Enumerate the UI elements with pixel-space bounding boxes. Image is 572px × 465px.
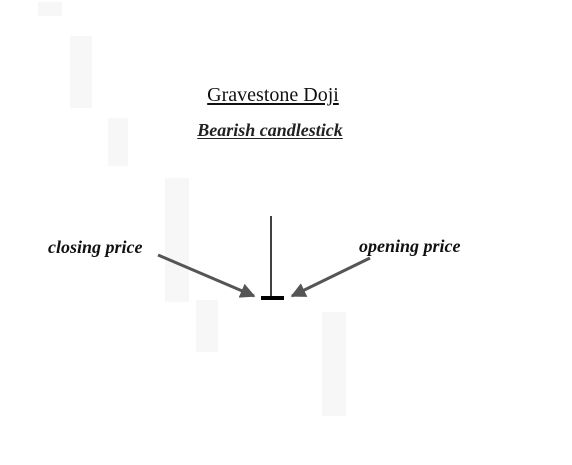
background-artifact — [196, 300, 218, 352]
background-artifact — [38, 2, 62, 16]
opening-price-arrow — [290, 256, 371, 298]
background-artifact — [70, 36, 92, 108]
diagram-subtitle: Bearish candlestick — [197, 120, 343, 140]
doji-body — [261, 296, 284, 300]
background-artifact — [165, 178, 189, 302]
diagram-title: Gravestone Doji — [207, 84, 339, 106]
closing-price-label: closing price — [48, 237, 143, 257]
background-artifact — [322, 312, 346, 416]
closing-price-arrow — [157, 253, 256, 298]
background-artifact — [108, 118, 128, 166]
opening-price-label: opening price — [359, 236, 461, 256]
